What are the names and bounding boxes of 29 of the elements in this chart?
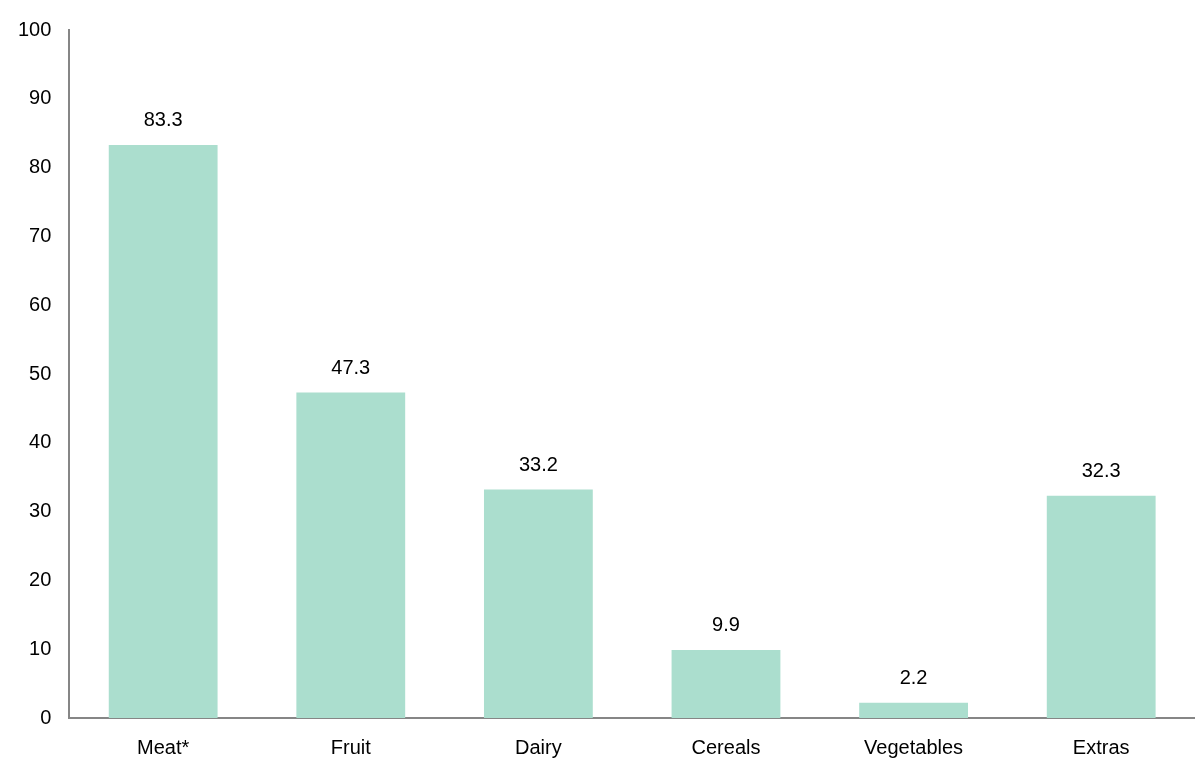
- y-tick-label: 0: [40, 705, 52, 728]
- y-tick-label: 50: [29, 361, 52, 384]
- y-tick-label: 40: [29, 430, 52, 453]
- bar: [296, 392, 406, 718]
- x-tick-label: Vegetables: [864, 735, 964, 758]
- y-tick-label: 30: [29, 499, 52, 522]
- data-label: 32.3: [1081, 459, 1121, 482]
- y-tick-label: 70: [29, 223, 52, 246]
- bar: [483, 489, 593, 718]
- y-tick-label: 80: [29, 155, 52, 178]
- bar: [671, 649, 781, 718]
- data-label: 2.2: [899, 666, 928, 689]
- x-tick-label: Fruit: [330, 735, 372, 758]
- data-label: 83.3: [143, 108, 183, 131]
- x-tick-label: Dairy: [515, 735, 562, 758]
- y-tick-label: 10: [29, 636, 52, 659]
- y-tick-label: 60: [29, 292, 52, 315]
- data-label: 47.3: [331, 356, 371, 379]
- x-tick-label: Extras: [1072, 735, 1130, 758]
- x-tick-label: Meat*: [137, 735, 190, 758]
- bar: [859, 702, 968, 718]
- y-tick-label: 90: [29, 86, 52, 109]
- y-tick-label: 100: [17, 17, 52, 40]
- data-label: 33.2: [518, 453, 558, 476]
- bar: [108, 144, 218, 718]
- x-tick-label: Cereals: [691, 735, 761, 758]
- y-tick-label: 20: [29, 567, 52, 590]
- bar: [1046, 495, 1156, 718]
- data-label: 9.9: [712, 613, 740, 636]
